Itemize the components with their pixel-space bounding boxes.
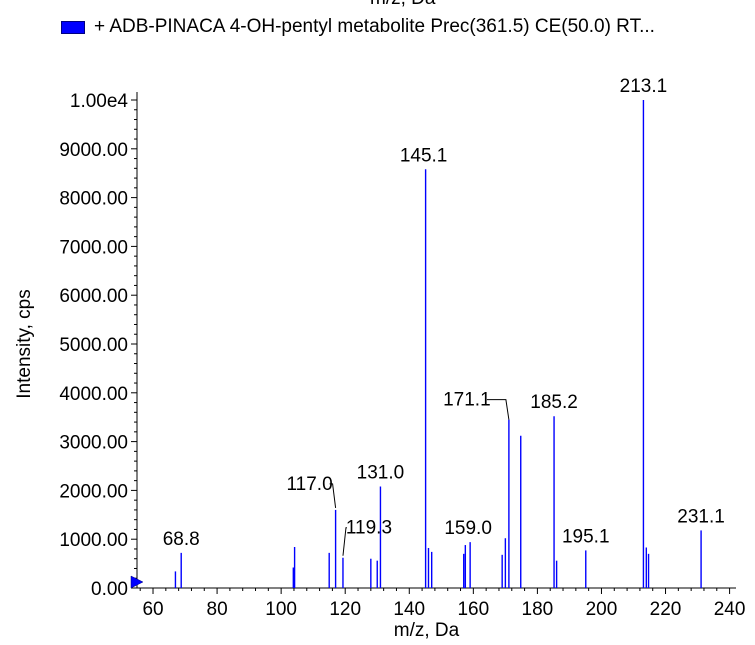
peak-label-leader — [486, 399, 510, 420]
y-tick-label: 2000.00 — [59, 481, 128, 502]
peak-label: 68.8 — [163, 529, 200, 550]
y-tick-label: 1.00e4 — [70, 91, 129, 112]
y-tick-label: 8000.00 — [59, 189, 128, 210]
peak-label: 185.2 — [530, 392, 578, 413]
x-tick-label: 100 — [265, 599, 297, 620]
y-tick-label: 0.00 — [91, 579, 128, 600]
x-tick-label: 80 — [207, 599, 228, 620]
x-axis-title: m/z, Da — [394, 620, 460, 641]
peak-label: 117.0 — [287, 474, 333, 495]
y-tick-label: 6000.00 — [59, 286, 128, 307]
peak-label: 231.1 — [677, 506, 725, 527]
baseline-marker — [130, 575, 144, 589]
peak-label: 159.0 — [444, 518, 492, 539]
peak-series — [174, 100, 702, 588]
y-tick-label: 9000.00 — [59, 140, 128, 161]
peak-label: 119.3 — [346, 518, 392, 539]
x-tick-label: 200 — [586, 599, 618, 620]
legend-label: + ADB-PINACA 4-OH-pentyl metabolite Prec… — [94, 16, 655, 37]
x-tick-label: 120 — [329, 599, 361, 620]
y-tick-label: 3000.00 — [59, 433, 128, 454]
axes: 0.00 1000.00 2000.00 3000.00 4000.00 5000.00 6… — [14, 91, 745, 641]
peak-label-leader — [329, 483, 337, 508]
x-tick-label: 60 — [142, 599, 163, 620]
legend-swatch — [61, 21, 85, 34]
peak-label: 145.1 — [400, 145, 448, 166]
y-tick-label: 4000.00 — [59, 384, 128, 405]
peak-label: 131.0 — [357, 462, 405, 483]
x-tick-label: 220 — [650, 599, 682, 620]
x-tick-label: 180 — [522, 599, 554, 620]
y-axis-title: Intensity, cps — [14, 289, 35, 398]
peak-label: 171.1 — [443, 390, 491, 411]
x-tick-label: 160 — [457, 599, 489, 620]
peak-labels: 68.8 117.0 119.3 131.0 145.1 159.0 171.1 185.2 1… — [163, 76, 725, 556]
peak-label: 213.1 — [620, 76, 668, 97]
peak-label-leader — [342, 527, 347, 556]
x-tick-label: 240 — [714, 599, 746, 620]
y-tick-label: 5000.00 — [59, 335, 128, 356]
y-tick-label: 1000.00 — [59, 530, 128, 551]
peak-label: 195.1 — [562, 526, 610, 547]
y-tick-label: 7000.00 — [59, 237, 128, 258]
header-fragment-label: m/z, Da — [370, 0, 435, 10]
x-tick-label: 140 — [393, 599, 425, 620]
